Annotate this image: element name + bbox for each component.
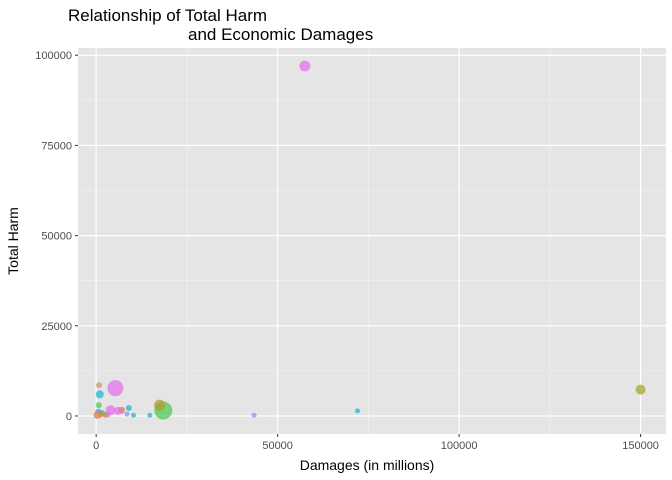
y-axis-ticks: 0 25000 50000 75000 100000 [35, 50, 78, 423]
y-tick-label: 50000 [41, 231, 72, 243]
data-point [147, 412, 153, 418]
chart-title-line-1: Relationship of Total Harm [68, 6, 267, 25]
x-tick-label: 50000 [262, 440, 293, 452]
data-point [131, 412, 137, 418]
x-axis-title: Damages (in millions) [300, 457, 435, 473]
y-tick-label: 75000 [41, 140, 72, 152]
data-point [107, 380, 124, 397]
y-tick-label: 0 [66, 411, 72, 423]
x-tick-label: 0 [93, 440, 99, 452]
data-point [635, 384, 646, 395]
data-point [251, 412, 257, 418]
plot-panel [78, 48, 666, 434]
data-point [124, 411, 130, 417]
y-tick-label: 25000 [41, 321, 72, 333]
minor-gridlines [78, 48, 666, 434]
data-point [299, 60, 311, 72]
data-point [93, 412, 100, 419]
data-point [154, 399, 166, 411]
data-point [354, 408, 360, 414]
y-tick-label: 100000 [35, 50, 72, 62]
x-axis-ticks: 0 50000 100000 150000 [93, 434, 659, 452]
major-gridlines [78, 48, 666, 434]
data-point [95, 402, 102, 409]
data-points [93, 60, 646, 420]
chart-title-line-2: and Economic Damages [188, 25, 373, 44]
x-tick-label: 100000 [441, 440, 478, 452]
x-tick-label: 150000 [622, 440, 659, 452]
data-point [125, 405, 132, 412]
data-point [96, 382, 103, 389]
y-axis-title: Total Harm [5, 207, 21, 275]
data-point [113, 406, 122, 415]
data-point [95, 390, 104, 399]
